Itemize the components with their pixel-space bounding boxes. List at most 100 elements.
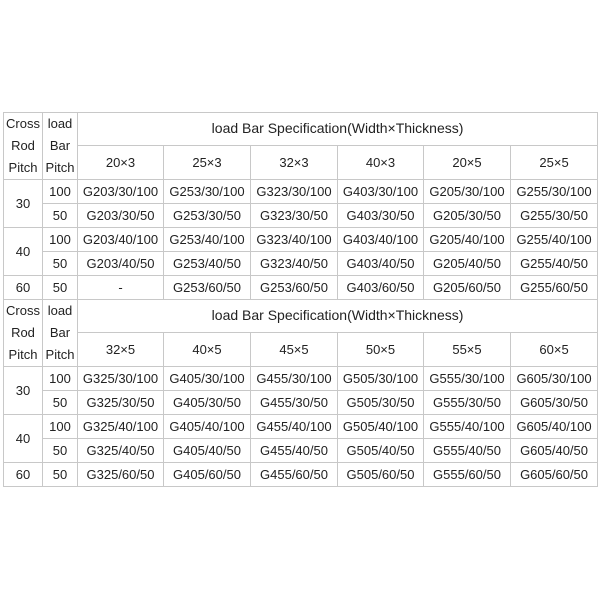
data-row: 50 G325/30/50 G405/30/50 G455/30/50 G505/30/… (4, 390, 599, 415)
size-header: 32×3 (250, 144, 338, 181)
cross-rod-pitch: 40 (3, 414, 43, 463)
model-code: G205/60/50 (423, 275, 511, 300)
model-code: G255/40/100 (509, 227, 599, 252)
size-header: 40×3 (337, 144, 424, 181)
load-bar-pitch: 100 (42, 366, 78, 391)
table-body: Cross Rod Pitch load Bar Pitch load Bar Sp… (3, 112, 599, 487)
model-code: G255/40/50 (509, 251, 599, 276)
load-bar-pitch: 50 (42, 390, 78, 415)
model-code: G405/60/50 (163, 462, 251, 487)
load-bar-pitch: 100 (42, 227, 78, 252)
spec-header: load Bar Specification(Width×Thickness) (76, 112, 599, 146)
model-code: G325/40/50 (77, 438, 164, 463)
size-header: 25×3 (163, 144, 251, 181)
size-header: 55×5 (423, 331, 511, 368)
cross-rod-pitch: 40 (3, 227, 43, 276)
load-bar-pitch: 50 (42, 438, 78, 463)
model-code: - (77, 275, 164, 300)
model-code: G505/40/50 (337, 438, 424, 463)
model-code: G555/40/50 (423, 438, 511, 463)
cross-rod-pitch: 60 (3, 462, 43, 487)
model-code: G455/30/100 (250, 366, 338, 391)
model-code: G555/40/100 (423, 414, 511, 439)
model-code: G253/30/50 (163, 203, 251, 228)
model-code: G205/30/50 (423, 203, 511, 228)
model-code: G605/60/50 (509, 462, 599, 487)
size-header: 50×5 (337, 331, 424, 368)
model-code: G455/30/50 (250, 390, 338, 415)
model-code: G403/30/50 (337, 203, 424, 228)
model-code: G325/30/100 (77, 366, 164, 391)
data-row: 50 G203/40/50 G253/40/50 G323/40/50 G403/40/… (4, 251, 599, 276)
size-header: 45×5 (250, 331, 338, 368)
data-row: 30 100 G203/30/100 G253/30/100 G323/30/100 G4… (3, 179, 599, 228)
spec-table: Cross Rod Pitch load Bar Pitch load Bar Sp… (3, 112, 599, 487)
load-bar-pitch: 50 (42, 203, 78, 228)
model-code: G323/30/50 (250, 203, 338, 228)
model-code: G253/40/100 (163, 227, 251, 252)
cross-rod-pitch-header: Cross Rod Pitch (3, 112, 43, 180)
model-code: G505/40/100 (337, 414, 424, 439)
model-code: G505/60/50 (337, 462, 424, 487)
cross-rod-pitch: 30 (3, 366, 43, 415)
model-code: G205/40/100 (423, 227, 511, 252)
size-header: 25×5 (509, 144, 599, 181)
model-code: G455/40/100 (250, 414, 338, 439)
model-code: G455/60/50 (250, 462, 338, 487)
load-bar-pitch: 50 (42, 462, 78, 487)
data-row: 40 100 G203/40/100 G253/40/100 G323/40/100 G4… (3, 227, 599, 276)
model-code: G555/30/100 (423, 366, 511, 391)
model-code: G605/40/50 (509, 438, 599, 463)
header-row: Cross Rod Pitch load Bar Pitch load Bar Sp… (3, 112, 599, 180)
model-code: G253/40/50 (163, 251, 251, 276)
model-code: G205/30/100 (423, 179, 511, 204)
model-code: G253/60/50 (163, 275, 251, 300)
model-code: G323/40/50 (250, 251, 338, 276)
model-code: G505/30/50 (337, 390, 424, 415)
model-code: G323/40/100 (250, 227, 338, 252)
model-code: G505/30/100 (337, 366, 424, 391)
data-row: 60 50 G325/60/50 G405/60/50 G455/60/50 G505/6… (3, 462, 599, 487)
model-code: G605/30/100 (509, 366, 599, 391)
model-code: G255/30/100 (509, 179, 599, 204)
data-row: 60 50- G253/60/50 G253/60/50 G403/60/50 G205/… (3, 275, 599, 300)
size-header: 60×5 (509, 331, 599, 368)
load-bar-pitch: 100 (42, 414, 78, 439)
model-code: G403/40/50 (337, 251, 424, 276)
model-code: G325/30/50 (77, 390, 164, 415)
model-code: G203/30/50 (77, 203, 164, 228)
load-bar-pitch: 100 (42, 179, 78, 204)
cross-rod-pitch: 60 (3, 275, 43, 300)
model-code: G203/40/100 (77, 227, 164, 252)
size-header: 20×5 (423, 144, 511, 181)
model-code: G555/60/50 (423, 462, 511, 487)
model-code: G323/30/100 (250, 179, 338, 204)
model-code: G403/30/100 (337, 179, 424, 204)
cross-rod-pitch: 30 (3, 179, 43, 228)
load-bar-pitch-header: load Bar Pitch (42, 112, 78, 180)
size-header: 32×5 (77, 331, 164, 368)
size-row: 20×3 25×3 32×3 40×3 20×5 25×5 (4, 144, 599, 181)
data-row: 50 G203/30/50 G253/30/50 G323/30/50 G403/30/… (4, 203, 599, 228)
data-row: 40 100 G325/40/100 G405/40/100 G455/40/100 G5… (3, 414, 599, 463)
model-code: G253/30/100 (163, 179, 251, 204)
data-row: 50 G325/40/50 G405/40/50 G455/40/50 G505/40/… (4, 438, 599, 463)
model-code: G403/60/50 (337, 275, 424, 300)
model-code: G405/30/100 (163, 366, 251, 391)
load-bar-pitch-header: load Bar Pitch (42, 299, 78, 367)
size-header: 40×5 (163, 331, 251, 368)
model-code: G405/40/100 (163, 414, 251, 439)
spec-header: load Bar Specification(Width×Thickness) (76, 299, 599, 333)
model-code: G403/40/100 (337, 227, 424, 252)
size-header: 20×3 (77, 144, 164, 181)
header-row: Cross Rod Pitch load Bar Pitch load Bar Sp… (3, 299, 599, 367)
size-row: 32×5 40×5 45×5 50×5 55×5 60×5 (4, 331, 599, 368)
model-code: G255/60/50 (509, 275, 599, 300)
data-row: 30 100 G325/30/100 G405/30/100 G455/30/100 G5… (3, 366, 599, 415)
model-code: G605/40/100 (509, 414, 599, 439)
model-code: G405/30/50 (163, 390, 251, 415)
load-bar-pitch: 50 (42, 251, 78, 276)
model-code: G203/40/50 (77, 251, 164, 276)
load-bar-pitch: 50 (42, 275, 78, 300)
